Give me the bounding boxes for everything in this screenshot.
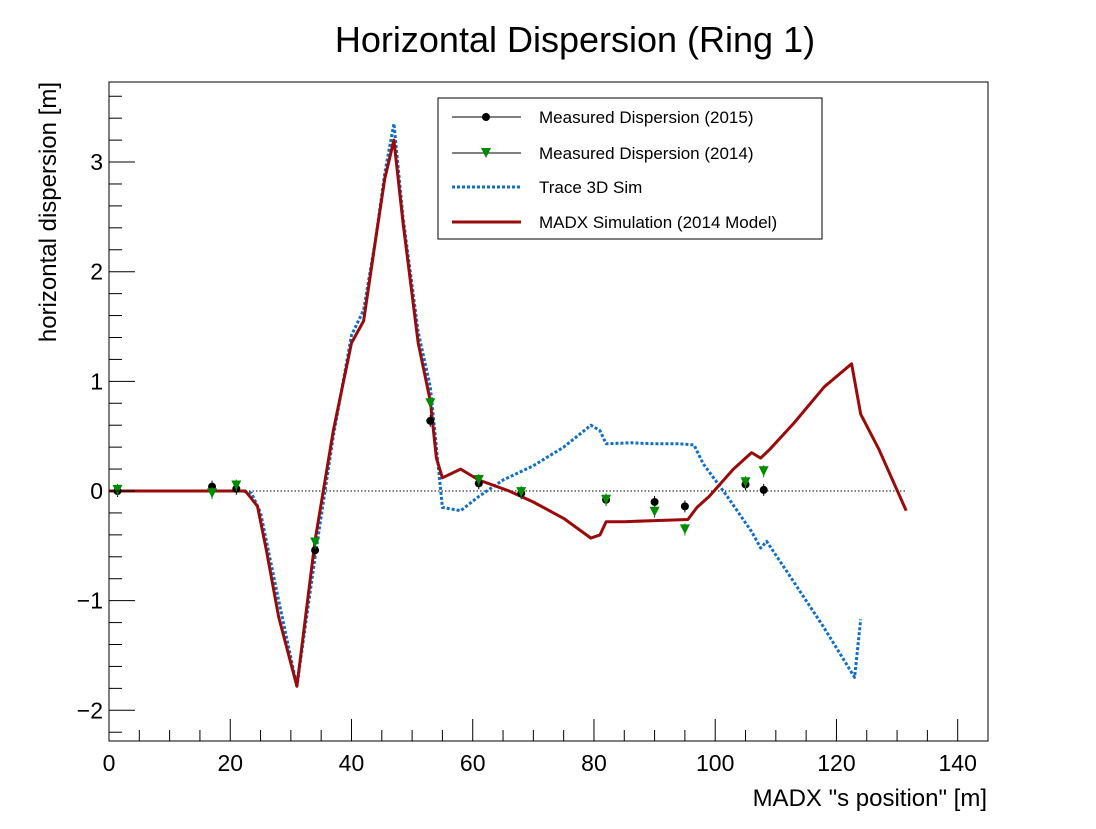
- series-markers-layer: [112, 397, 769, 557]
- measured-dispersion-2014-point: [516, 487, 527, 498]
- legend-marker-measured-dispersion-2014: [481, 148, 491, 158]
- axis-ticks-layer: 0 20 40 60 80 100 120 140 −2 −1 0 1 2 3: [77, 95, 989, 776]
- x-tick-label: 20: [217, 750, 243, 776]
- x-tick-label: 140: [939, 750, 977, 776]
- y-axis-label: horizontal dispersion [m]: [35, 82, 62, 342]
- legend-items: Measured Dispersion (2015) Measured Dispe…: [452, 108, 777, 232]
- x-axis-label: MADX "s position" [m]: [753, 785, 987, 812]
- legend-label-measured-dispersion-2014: Measured Dispersion (2014): [539, 144, 754, 163]
- y-tick-label: 1: [90, 368, 103, 394]
- measured-dispersion-2015-point: [426, 416, 435, 425]
- x-tick-label: 120: [817, 750, 855, 776]
- measured-dispersion-2014-point: [310, 537, 321, 548]
- measured-dispersion-2014-point: [207, 488, 218, 499]
- y-tick-label: 2: [90, 259, 103, 285]
- measured-dispersion-2014-point: [112, 484, 123, 495]
- y-tick-label: 0: [90, 478, 103, 504]
- madx-simulation-2014-model-line: [109, 138, 908, 688]
- x-tick-label: 0: [103, 750, 116, 776]
- y-tick-label: 3: [90, 149, 103, 175]
- trace-3d-sim-line: [109, 122, 863, 688]
- series-lines-layer: [109, 122, 908, 688]
- measured-dispersion-2015-point: [680, 502, 689, 511]
- legend-label-madx-simulation-2014-model: MADX Simulation (2014 Model): [539, 213, 777, 232]
- measured-dispersion-2014-point: [425, 398, 436, 409]
- chart-title: Horizontal Dispersion (Ring 1): [335, 19, 815, 60]
- measured-dispersion-2014-point: [473, 475, 484, 485]
- measured-dispersion-2014-point: [740, 477, 751, 488]
- plot-frame: [108, 81, 989, 742]
- measured-dispersion-2015-point: [311, 546, 320, 555]
- y-tick-label: −2: [77, 697, 103, 723]
- x-tick-label: 100: [696, 750, 734, 776]
- legend: Measured Dispersion (2015) Measured Dispe…: [437, 97, 823, 240]
- measured-dispersion-2014-point: [649, 506, 660, 517]
- measured-dispersion-2015-point: [759, 485, 768, 494]
- legend-label-measured-dispersion-2015: Measured Dispersion (2015): [539, 108, 754, 127]
- legend-label-trace-3d-sim: Trace 3D Sim: [539, 178, 642, 197]
- measured-dispersion-2014-point: [758, 466, 769, 477]
- legend-marker-measured-dispersion-2015: [482, 113, 490, 121]
- x-tick-label: 40: [339, 750, 365, 776]
- measured-dispersion-2014-point: [679, 524, 690, 535]
- y-tick-label: −1: [77, 588, 103, 614]
- measured-dispersion-2015-point: [650, 497, 659, 506]
- x-tick-label: 60: [460, 750, 486, 776]
- x-tick-label: 80: [581, 750, 607, 776]
- measured-dispersion-2014-point: [231, 480, 242, 491]
- measured-dispersion-2014-point: [601, 494, 612, 505]
- legend-box: [437, 97, 823, 240]
